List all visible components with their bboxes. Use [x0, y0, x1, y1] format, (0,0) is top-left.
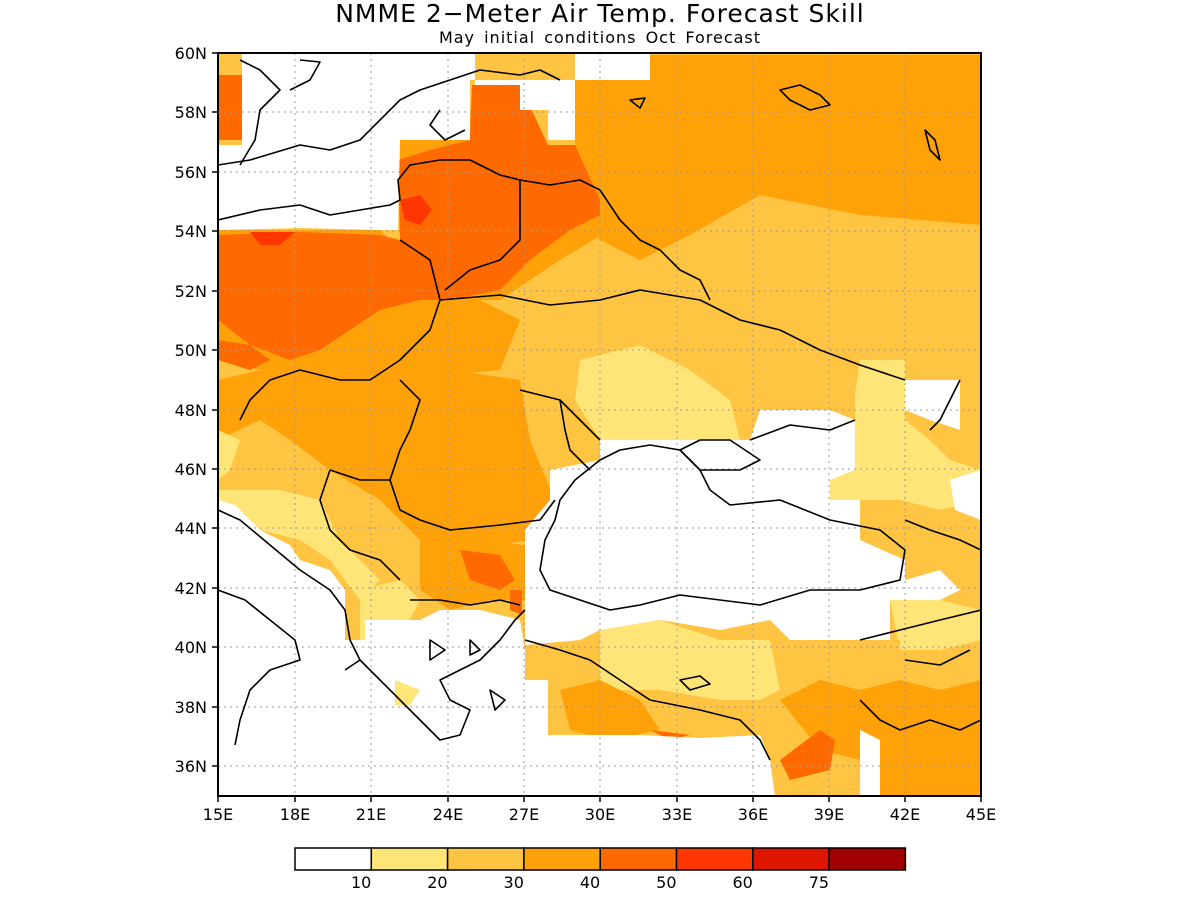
colorbar-swatch: [828, 847, 907, 871]
colorbar-swatch: [675, 847, 754, 871]
lon-label: 42E: [890, 805, 920, 824]
lat-label: 48N: [175, 401, 207, 420]
lat-label: 56N: [175, 163, 207, 182]
lon-label: 36E: [738, 805, 768, 824]
map-title: NMME 2−Meter Air Temp. Forecast Skill: [335, 0, 865, 28]
colorbar-swatch: [752, 847, 830, 871]
colorbar-swatch: [523, 847, 601, 871]
colorbar-label: 60: [732, 873, 752, 892]
lon-label: 15E: [203, 805, 233, 824]
colorbar-swatch: [446, 847, 525, 871]
coastlines-and-borders: [218, 59, 981, 761]
lon-label: 45E: [966, 805, 996, 824]
lat-label: 42N: [175, 579, 207, 598]
colorbar-swatch: [294, 847, 373, 871]
lat-label: 44N: [175, 519, 207, 538]
longitude-labels: 15E 18E 21E 24E 27E 30E 33E 36E 39E 42E …: [203, 805, 996, 824]
lat-label: 50N: [175, 341, 207, 360]
lat-label: 60N: [175, 44, 207, 63]
lat-label: 40N: [175, 638, 207, 657]
colorbar-label: 10: [351, 873, 371, 892]
map-subtitle: May initial conditions Oct Forecast: [438, 28, 762, 47]
colorbar-label: 30: [504, 873, 524, 892]
axis-ticks: [212, 52, 982, 802]
colorbar-swatch: [599, 847, 678, 871]
lat-label: 38N: [175, 698, 207, 717]
colorbar-label: 50: [656, 873, 676, 892]
colorbar-swatch: [370, 847, 449, 871]
graticule: [218, 53, 981, 796]
lat-label: 58N: [175, 103, 207, 122]
lon-label: 18E: [280, 805, 310, 824]
lon-label: 30E: [585, 805, 615, 824]
lon-label: 21E: [356, 805, 386, 824]
latitude-labels: 60N 58N 56N 54N 52N 50N 48N 46N 44N 42N …: [175, 44, 207, 776]
colorbar-label: 75: [809, 873, 829, 892]
colorbar-label: 20: [427, 873, 447, 892]
lon-label: 24E: [433, 805, 463, 824]
colorbar: 10 20 30 40 50 60 75: [294, 847, 907, 892]
colorbar-label: 40: [580, 873, 600, 892]
lon-label: 39E: [814, 805, 844, 824]
skill-shading: [218, 53, 981, 796]
lat-label: 52N: [175, 282, 207, 301]
lat-label: 46N: [175, 460, 207, 479]
lon-label: 27E: [509, 805, 539, 824]
lat-label: 54N: [175, 222, 207, 241]
lat-label: 36N: [175, 757, 207, 776]
lon-label: 33E: [662, 805, 692, 824]
